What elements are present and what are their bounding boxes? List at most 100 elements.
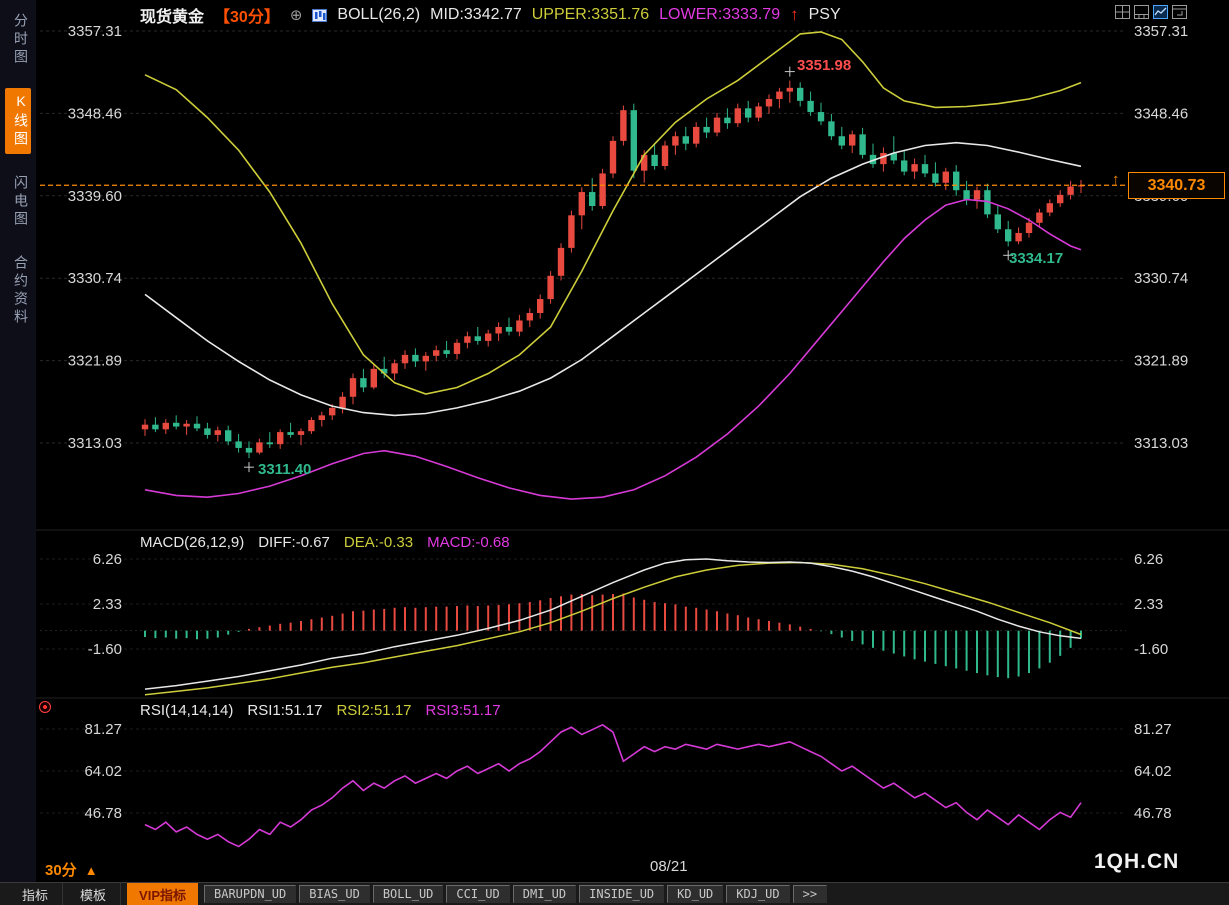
boll-mid-value: MID:3342.77 xyxy=(430,6,522,23)
candle-body xyxy=(973,190,981,200)
candle-body xyxy=(245,447,253,453)
layout-quad-icon[interactable] xyxy=(1115,5,1130,19)
candle-body xyxy=(381,368,388,374)
candle-body xyxy=(672,136,679,146)
candle-body xyxy=(713,117,721,133)
axis-tick-label: 64.02 xyxy=(1134,763,1172,780)
layout-split-icon[interactable] xyxy=(1134,5,1149,19)
layout-chart-active-icon[interactable] xyxy=(1153,5,1168,19)
candle-body xyxy=(911,164,918,172)
axis-tick-label: 3357.31 xyxy=(1134,23,1188,40)
candle-body xyxy=(890,152,897,161)
axis-tick-label: 81.27 xyxy=(1134,721,1172,738)
candle-body xyxy=(495,326,502,334)
candle-body xyxy=(651,154,658,167)
candle-body xyxy=(474,336,481,341)
candle-body xyxy=(1025,222,1033,233)
price-direction-up-icon: ↑ xyxy=(790,5,799,24)
candle-body xyxy=(308,420,315,432)
sidebar-tab-lightning-chart[interactable]: 闪电图 xyxy=(13,175,29,229)
candle-body xyxy=(453,342,461,354)
candle-body xyxy=(1077,185,1085,187)
candle-body xyxy=(225,430,232,442)
candle-body xyxy=(828,121,835,137)
axis-tick-label: 3348.46 xyxy=(68,105,122,122)
candle-body xyxy=(1005,229,1012,242)
candle-body xyxy=(1036,212,1043,223)
candle-body xyxy=(1046,203,1053,213)
candle-body xyxy=(349,378,357,397)
candle-body xyxy=(953,171,960,191)
sidebar-tab-kline-chart[interactable]: K线图 xyxy=(5,88,31,154)
macd-diff-value: DIFF:-0.67 xyxy=(258,534,330,551)
footer-tab-dmi-ud[interactable]: DMI_UD xyxy=(512,885,577,903)
candle-body xyxy=(568,215,575,248)
window-layout-icons xyxy=(1115,5,1187,19)
candle-body xyxy=(152,424,159,430)
candle-body xyxy=(235,441,242,448)
footer-period-text: 30分 xyxy=(45,862,77,879)
add-indicator-icon[interactable]: ⊕ xyxy=(289,7,303,24)
axis-tick-label: -1.60 xyxy=(88,641,122,658)
footer-tab-boll-ud[interactable]: BOLL_UD xyxy=(372,885,444,903)
candle-body xyxy=(412,354,419,362)
rsi3-value: RSI3:51.17 xyxy=(425,702,501,719)
footer-tab-vip-indicators[interactable]: VIP指标 xyxy=(127,882,198,905)
candle-body xyxy=(734,108,741,124)
boll-upper-value: UPPER:3351.76 xyxy=(531,6,650,23)
axis-tick-label: 6.26 xyxy=(1134,551,1163,568)
macd-params-label: MACD(26,12,9) xyxy=(140,534,245,551)
candle-body xyxy=(287,432,294,435)
footer-tab-bias-ud[interactable]: BIAS_UD xyxy=(299,885,370,903)
footer-tab-barupdn-ud[interactable]: BARUPDN_UD xyxy=(204,885,297,903)
indicator-line xyxy=(144,561,1082,696)
candle-body xyxy=(339,396,346,408)
footer-tab-kdj-ud[interactable]: KDJ_UD xyxy=(726,885,790,903)
axis-tick-label: 3357.31 xyxy=(68,23,122,40)
rsi-params-label: RSI(14,14,14) xyxy=(140,702,234,719)
rsi1-value: RSI1:51.17 xyxy=(247,702,323,719)
rsi-line xyxy=(144,723,1082,848)
footer-tab-indicators[interactable]: 指标 xyxy=(8,882,64,905)
candle-body xyxy=(599,173,606,207)
date-axis-label: 08/21 xyxy=(650,858,688,875)
candle-body xyxy=(516,320,523,332)
candle-body xyxy=(745,108,752,118)
candle-body xyxy=(609,140,617,174)
footer-tab-inside-ud[interactable]: INSIDE_UD xyxy=(579,885,665,903)
symbol-name: 现货黄金 xyxy=(140,9,205,26)
candle-body xyxy=(173,422,180,427)
chart-type-icon[interactable] xyxy=(312,8,328,22)
candle-body xyxy=(630,110,637,171)
candle-body xyxy=(797,87,804,101)
candle-body xyxy=(661,145,669,167)
candle-body xyxy=(329,407,336,416)
sidebar-tab-timeshare-chart[interactable]: 分时图 xyxy=(13,13,29,67)
watermark: 1QH.CN xyxy=(1094,850,1180,873)
candle-body xyxy=(391,363,398,374)
footer-tab-kd-ud[interactable]: KD_UD xyxy=(667,885,724,903)
rsi-caption: RSI(14,14,14) RSI1:51.17 RSI2:51.17 RSI3… xyxy=(140,702,501,719)
footer-period-label[interactable]: 30分 ▲ xyxy=(45,859,98,880)
axis-tick-label: -1.60 xyxy=(1134,641,1168,658)
period-label[interactable]: 【30分】 xyxy=(214,9,280,26)
footer-tab-templates[interactable]: 模板 xyxy=(66,882,122,905)
candle-body xyxy=(849,134,856,146)
macd-macd-value: MACD:-0.68 xyxy=(427,534,510,551)
axis-tick-label: 3339.60 xyxy=(68,188,122,205)
sidebar-tab-contract-info[interactable]: 合约资料 xyxy=(13,255,29,327)
axis-tick-label: 3313.03 xyxy=(68,435,122,452)
peak-price-annotation: 3351.98 xyxy=(797,57,852,74)
alert-dot-icon[interactable] xyxy=(39,701,51,713)
axis-tick-label: 3348.46 xyxy=(1134,105,1188,122)
indicator-line xyxy=(144,198,1082,500)
new-window-icon[interactable] xyxy=(1172,5,1187,19)
footer-tab-more[interactable]: >> xyxy=(792,885,828,903)
footer-tab-cci-ud[interactable]: CCI_UD xyxy=(446,885,510,903)
candle-body xyxy=(204,428,211,435)
candle-body xyxy=(183,423,190,427)
candle-body xyxy=(1057,194,1064,204)
candle-body xyxy=(620,110,627,141)
